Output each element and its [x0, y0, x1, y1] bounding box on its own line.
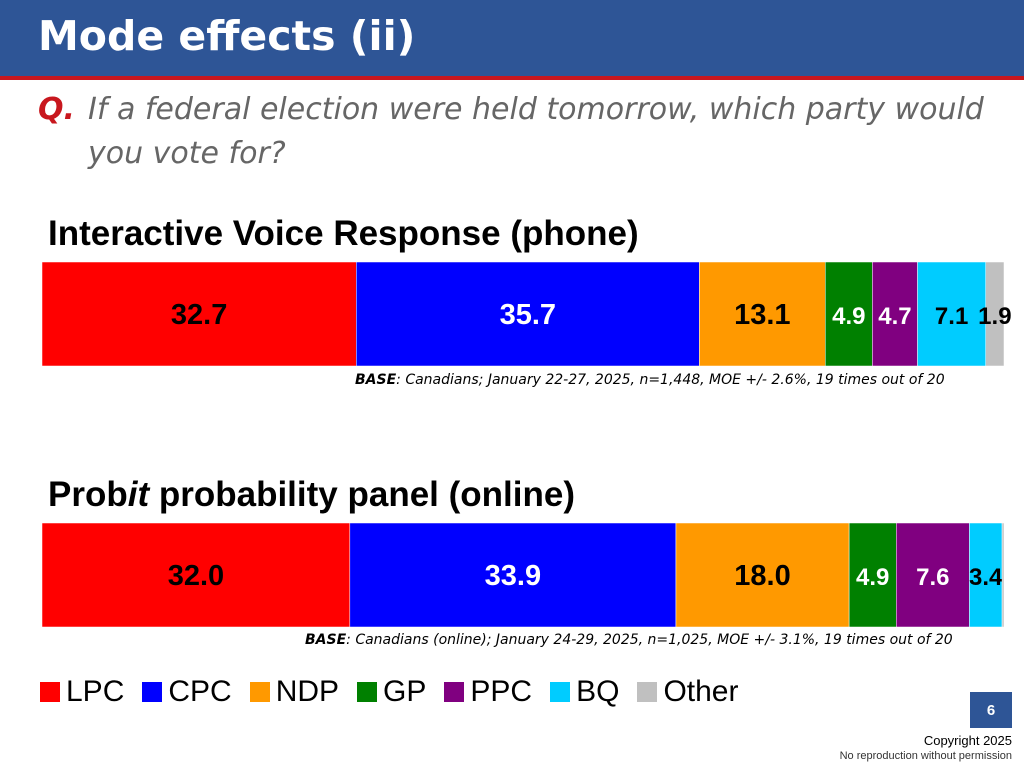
data-label-lpc: 32.7	[171, 299, 227, 331]
legend-swatch	[249, 682, 270, 702]
legend-label: CPC	[168, 675, 232, 708]
bar-segment-other	[1001, 522, 1005, 628]
question-label: Q.	[38, 92, 75, 127]
page-title: Mode effects (ii)	[38, 12, 416, 60]
legend-swatch	[550, 682, 571, 702]
bar-segment-gp	[824, 261, 873, 367]
base-text: : Canadians; January 22-27, 2025, n=1,44…	[396, 372, 945, 388]
legend-item-ppc: PPC	[444, 675, 532, 709]
legend-item-cpc: CPC	[142, 675, 232, 709]
base-label: BASE	[355, 372, 397, 388]
bar-segment-gp	[848, 522, 897, 628]
chart-title-part: probability panel (online)	[149, 475, 575, 514]
bar-segment-ndp	[699, 261, 826, 367]
legend-label: PPC	[470, 675, 533, 708]
data-label-bq: 3.4	[969, 564, 1003, 591]
base-note-probit: BASE: Canadians (online); January 24-29,…	[305, 632, 953, 648]
data-label-bq: 7.1	[935, 303, 968, 330]
legend-label: Other	[663, 675, 739, 708]
probit-stacked-bar-chart: 32.0 33.9 18.0 4.9 7.6 3.4	[41, 522, 1005, 628]
legend-swatch	[142, 682, 163, 702]
data-label-ppc: 7.6	[916, 564, 949, 591]
title-bar: Mode effects (ii)	[0, 0, 1024, 80]
data-label-ndp: 18.0	[734, 560, 790, 592]
legend-swatch	[40, 682, 60, 702]
data-label-gp: 4.9	[856, 564, 889, 591]
bar-segment-cpc	[349, 522, 677, 628]
data-label-lpc: 32.0	[168, 560, 224, 592]
chart-title-probit: Probit probability panel (online)	[48, 475, 575, 515]
bar-segment-bq	[969, 522, 1003, 628]
bar-segment-lpc	[41, 522, 351, 628]
legend-item-ndp: NDP	[249, 675, 340, 709]
legend-item-bq: BQ	[550, 675, 619, 709]
base-text: : Canadians (online); January 24-29, 202…	[346, 632, 953, 648]
legend-item-lpc: LPC	[40, 675, 124, 709]
legend-label: GP	[383, 675, 427, 708]
bar-segment-ndp	[675, 522, 850, 628]
bar-segment-ppc	[896, 522, 970, 628]
chart-title-part: Interactive Voice Response (phone)	[48, 214, 639, 253]
legend-swatch	[357, 682, 378, 702]
bar-segment-cpc	[356, 261, 700, 367]
legend-label: NDP	[275, 675, 340, 708]
base-label: BASE	[305, 632, 347, 648]
data-label-other: 1.9	[978, 303, 1011, 330]
bar-segment-lpc	[41, 261, 357, 367]
legend-item-other: Other	[637, 675, 738, 709]
data-label-gp: 4.9	[832, 303, 865, 330]
data-label-cpc: 35.7	[500, 299, 556, 331]
data-label-ndp: 13.1	[734, 299, 790, 331]
legend-label: BQ	[576, 675, 620, 708]
bar-segment-bq	[917, 261, 986, 367]
bar-segment-ppc	[872, 261, 918, 367]
chart-title-part: Prob	[48, 475, 128, 514]
copyright: Copyright 2025	[923, 733, 1012, 748]
bar-segment-other	[985, 261, 1005, 367]
legend-item-gp: GP	[357, 675, 426, 709]
question: Q. If a federal election were held tomor…	[38, 88, 1008, 171]
page-number: 6	[970, 692, 1012, 728]
question-text: If a federal election were held tomorrow…	[88, 92, 984, 171]
legend: LPC CPC NDP GP PPC BQ Other	[40, 672, 756, 712]
legend-label: LPC	[66, 675, 125, 708]
no-reproduction-note: No reproduction without permission	[839, 750, 1012, 762]
data-label-cpc: 33.9	[485, 560, 541, 592]
legend-swatch	[637, 682, 658, 702]
chart-title-ivr: Interactive Voice Response (phone)	[48, 214, 639, 254]
data-label-ppc: 4.7	[878, 303, 911, 330]
ivr-stacked-bar-chart: 32.7 35.7 13.1 4.9 4.7 7.1 1.9	[41, 261, 1012, 367]
chart-title-part: it	[127, 475, 150, 514]
legend-swatch	[444, 682, 465, 702]
base-note-ivr: BASE: Canadians; January 22-27, 2025, n=…	[355, 372, 945, 388]
